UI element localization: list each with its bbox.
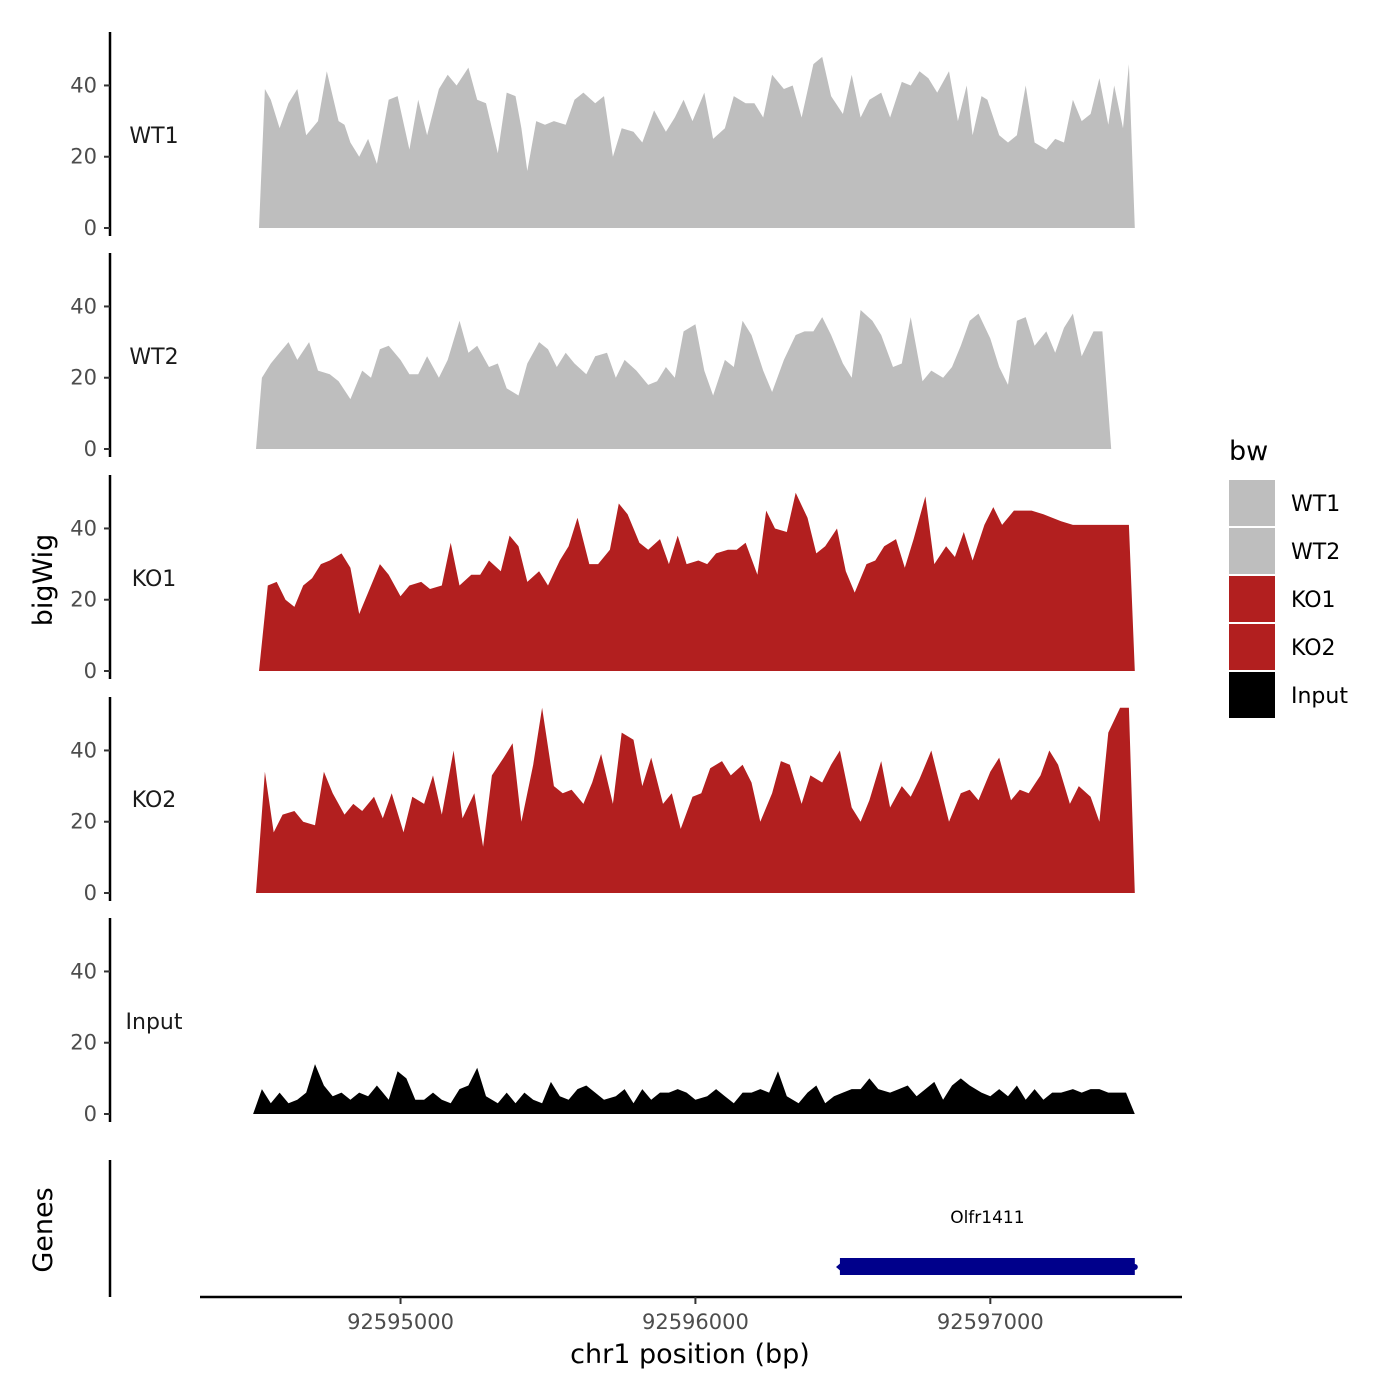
x-axis: 92595000 92596000 92597000 <box>200 1295 1182 1334</box>
track-KO2: 0 20 40 KO2 <box>70 697 1135 905</box>
area-KO2 <box>256 707 1135 893</box>
legend: bw WT1 WT2 KO1 KO2 Input <box>1229 436 1348 718</box>
gene-body <box>839 1258 1135 1275</box>
signal-tracks: 0 20 40 WT1 0 20 40 WT2 0 20 40 KO1 0 20 40 KO2 0 20 40 Inp… <box>70 32 1135 1126</box>
track-WT2: 0 20 40 WT2 <box>70 253 1135 461</box>
track-label: WT1 <box>129 124 178 149</box>
area-WT1 <box>259 56 1135 229</box>
legend-label: WT1 <box>1291 492 1340 517</box>
y-tick-label: 0 <box>84 216 97 240</box>
legend-label: Input <box>1291 684 1348 709</box>
y-tick-label: 0 <box>84 437 97 461</box>
area-WT2 <box>256 310 1135 449</box>
legend-key-KO2 <box>1229 624 1275 670</box>
track-WT1: 0 20 40 WT1 <box>70 32 1135 240</box>
y-tick-label: 40 <box>70 516 97 540</box>
y-tick-label: 20 <box>70 1031 97 1055</box>
track-KO1: 0 20 40 KO1 <box>70 475 1135 683</box>
y-tick-label: 0 <box>84 881 97 905</box>
y-tick-label: 0 <box>84 659 97 683</box>
y-tick-label: 20 <box>70 145 97 169</box>
area-Input <box>253 1064 1135 1114</box>
y-tick-label: 20 <box>70 366 97 390</box>
legend-label: WT2 <box>1291 540 1340 565</box>
legend-title: bw <box>1229 436 1268 467</box>
x-axis-title: chr1 position (bp) <box>570 1339 810 1370</box>
gene-label: Olfr1411 <box>950 1208 1024 1228</box>
track-label: Input <box>126 1010 183 1035</box>
track-Input: 0 20 40 Input <box>70 918 1135 1126</box>
y-tick-label: 40 <box>70 294 97 318</box>
y-axis-title: bigWig <box>28 534 59 627</box>
gene-strand-arrow <box>836 1260 846 1274</box>
legend-label: KO1 <box>1291 588 1336 613</box>
legend-key-WT2 <box>1229 528 1275 574</box>
y-tick-label: 40 <box>70 959 97 983</box>
legend-key-KO1 <box>1229 576 1275 622</box>
y-tick-label: 0 <box>84 1102 97 1126</box>
y-tick-label: 20 <box>70 588 97 612</box>
x-tick-label: 92595000 <box>347 1310 454 1334</box>
track-label: KO2 <box>132 788 177 813</box>
legend-label: KO2 <box>1291 636 1336 661</box>
legend-key-WT1 <box>1229 480 1275 526</box>
area-KO1 <box>259 492 1135 671</box>
gene-end-marker <box>1131 1264 1138 1270</box>
y-tick-label: 40 <box>70 73 97 97</box>
gene-track: Olfr1411 <box>108 1160 1138 1297</box>
y-tick-label: 20 <box>70 810 97 834</box>
track-label: KO1 <box>132 567 177 592</box>
x-tick-label: 92596000 <box>642 1310 749 1334</box>
x-tick-label: 92597000 <box>937 1310 1044 1334</box>
track-label: WT2 <box>129 345 178 370</box>
legend-key-Input <box>1229 672 1275 718</box>
genes-axis-title: Genes <box>28 1187 59 1272</box>
y-tick-label: 40 <box>70 738 97 762</box>
